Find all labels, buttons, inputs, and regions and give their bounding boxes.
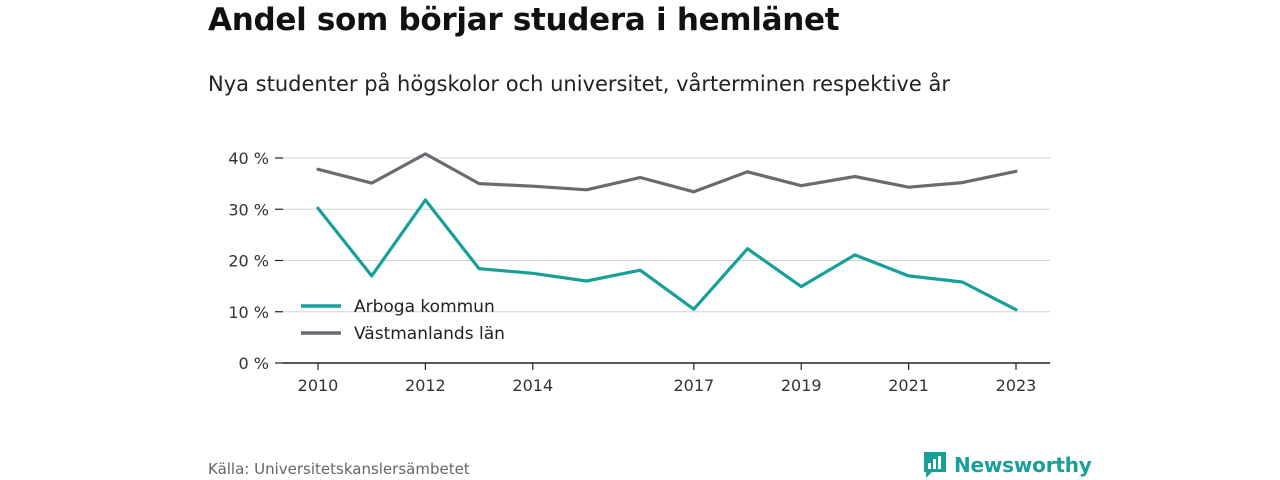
x-tick-label: 2012 <box>405 376 446 395</box>
series-line <box>316 198 1018 312</box>
brand-logo: Newsworthy <box>922 450 1092 480</box>
x-tick-label: 2021 <box>888 376 929 395</box>
x-tick-label: 2019 <box>781 376 822 395</box>
y-tick-label: 40 % <box>228 149 269 168</box>
x-tick-label: 2017 <box>673 376 714 395</box>
x-tick-label: 2023 <box>996 376 1037 395</box>
x-tick-label: 2010 <box>298 376 339 395</box>
y-tick-label: 10 % <box>228 303 269 322</box>
series-line <box>316 152 1018 194</box>
y-tick-label: 30 % <box>228 200 269 219</box>
y-tick-label: 0 % <box>239 354 269 373</box>
x-tick-label: 2014 <box>512 376 553 395</box>
source-note: Källa: Universitetskanslersämbetet <box>208 460 470 478</box>
legend-label: Arboga kommun <box>354 297 495 317</box>
chart-subtitle: Nya studenter på högskolor och universit… <box>208 72 950 96</box>
brand-name: Newsworthy <box>954 453 1092 477</box>
bar-chart-logo-icon <box>924 452 946 478</box>
legend-label: Västmanlands län <box>354 324 505 344</box>
y-tick-label: 20 % <box>228 252 269 271</box>
chart-title: Andel som börjar studera i hemlänet <box>208 2 840 38</box>
